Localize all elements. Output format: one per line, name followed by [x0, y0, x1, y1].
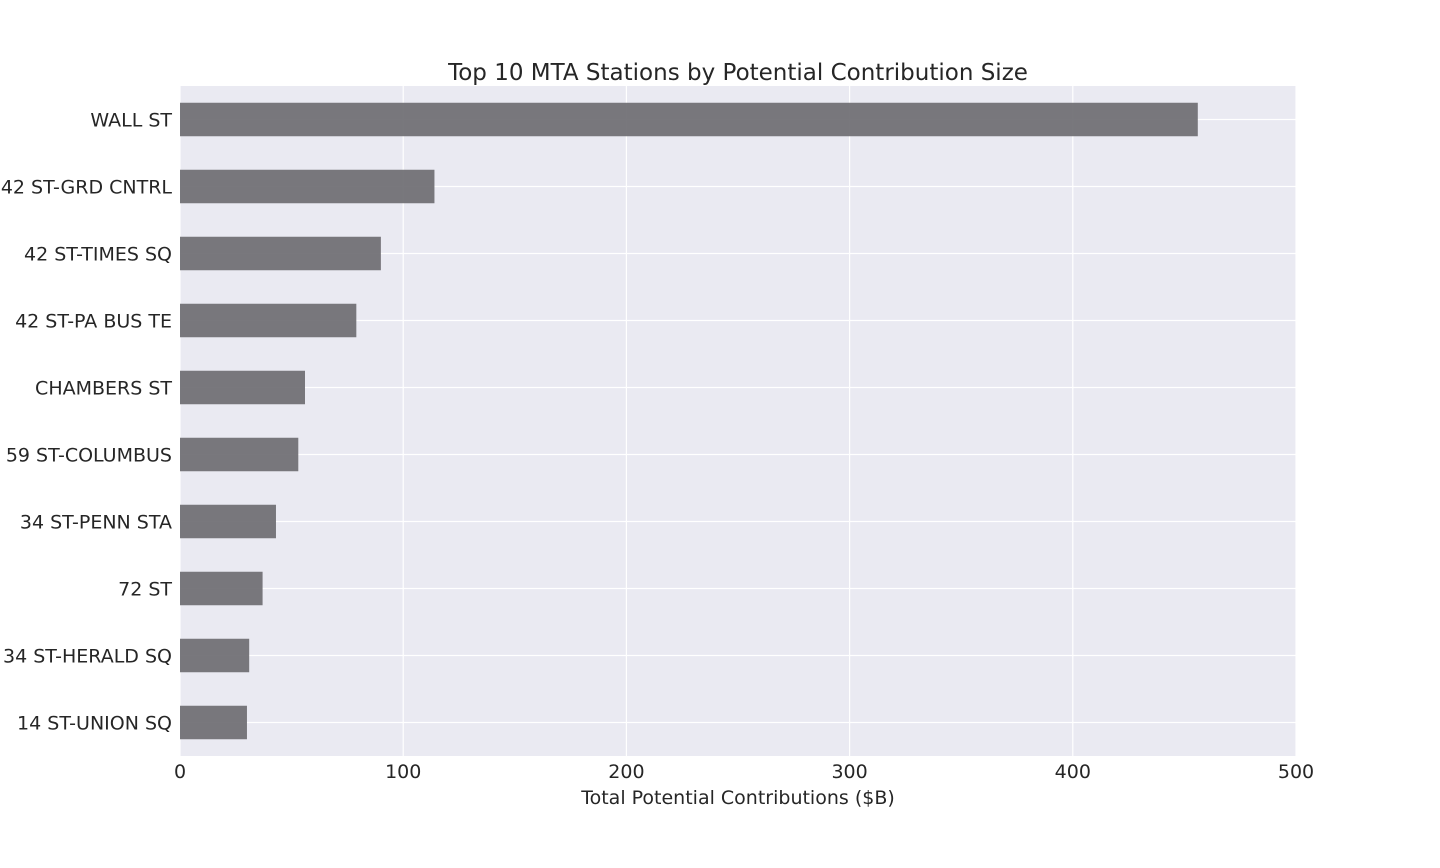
y-tick-label: 34 ST-PENN STA: [20, 512, 172, 534]
y-tick-label: 72 ST: [118, 579, 172, 601]
y-tick-label: 42 ST-GRD CNTRL: [1, 177, 173, 199]
bar: [180, 504, 276, 539]
x-tick-label: 300: [831, 761, 867, 783]
chart-title: Top 10 MTA Stations by Potential Contrib…: [447, 60, 1028, 86]
x-tick-label: 400: [1055, 761, 1091, 783]
bar: [180, 102, 1198, 137]
x-tick-label: 100: [385, 761, 421, 783]
bar: [180, 638, 250, 673]
x-tick-label: 200: [608, 761, 644, 783]
y-tick-label: 42 ST-TIMES SQ: [24, 244, 172, 266]
bar: [180, 303, 357, 338]
y-tick-label: 59 ST-COLUMBUS: [6, 445, 172, 467]
x-tick-label: 0: [174, 761, 186, 783]
y-tick-label: 42 ST-PA BUS TE: [15, 311, 172, 333]
x-tick-label: 500: [1278, 761, 1314, 783]
bar: [180, 437, 299, 472]
bar: [180, 236, 381, 271]
y-tick-label: WALL ST: [90, 110, 172, 132]
y-tick-label: 34 ST-HERALD SQ: [3, 646, 172, 668]
y-tick-labels: WALL ST 42 ST-GRD CNTRL 42 ST-TIMES SQ 42 S…: [1, 110, 173, 735]
bars: [180, 102, 1198, 740]
bar: [180, 370, 305, 405]
bar: [180, 705, 247, 740]
bar: [180, 169, 435, 204]
x-tick-labels: 0 100 200 300 400 500: [174, 761, 1314, 783]
x-axis-label: Total Potential Contributions ($B): [580, 787, 895, 809]
bar: [180, 571, 263, 606]
y-tick-label: 14 ST-UNION SQ: [17, 713, 172, 735]
y-tick-label: CHAMBERS ST: [35, 378, 172, 400]
